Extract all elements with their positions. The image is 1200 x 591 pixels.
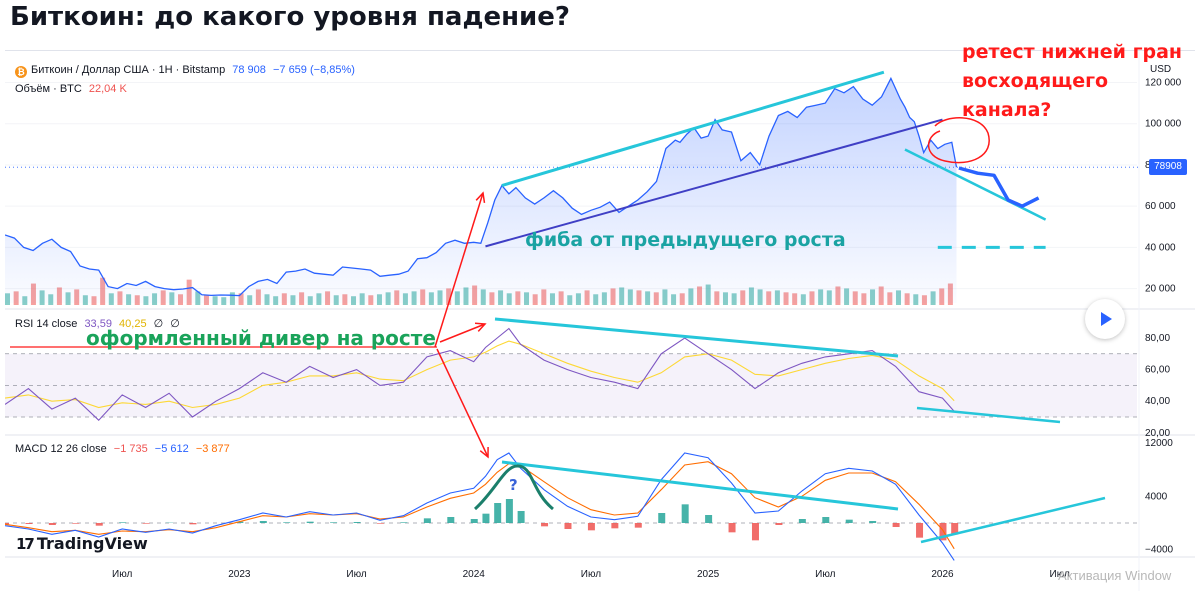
- bitcoin-logo-icon: ₿: [15, 66, 27, 78]
- macd-tick-label: 12000: [1145, 438, 1173, 449]
- macd-hist-bar: [494, 503, 501, 523]
- macd-hist-bar: [729, 523, 736, 532]
- activation-watermark: Активация Window: [1058, 568, 1171, 583]
- rsi-tick-label: 40,00: [1145, 396, 1170, 407]
- question-annotation: ?: [509, 476, 518, 494]
- tradingview-brand: TradingView: [37, 534, 148, 553]
- last-price-tag: 78908: [1149, 159, 1187, 175]
- macd-hist-bar: [564, 523, 571, 529]
- divergence-annotation: оформленный дивер на росте: [86, 326, 436, 350]
- macd-line-value: −5 612: [155, 443, 189, 455]
- arrow-to-rsi: [440, 324, 485, 342]
- macd-hist-bar: [96, 523, 103, 526]
- macd-legend: MACD 12 26 close −1 735 −5 612 −3 877: [15, 443, 230, 455]
- price-tick-label: 60 000: [1145, 201, 1176, 212]
- macd-tick-label: −4000: [1145, 545, 1174, 556]
- macd-hist-value: −1 735: [114, 443, 148, 455]
- retest-line-2: восходящего: [962, 67, 1182, 96]
- macd-trend-line: [921, 498, 1105, 542]
- macd-hist-bar: [799, 519, 806, 523]
- rsi-label[interactable]: RSI 14 close: [15, 318, 77, 330]
- time-tick-label: 2024: [463, 569, 486, 580]
- macd-hist-bar: [424, 518, 431, 523]
- macd-label[interactable]: MACD 12 26 close: [15, 443, 107, 455]
- time-tick-label: Июл: [815, 569, 835, 580]
- macd-hist-bar: [541, 523, 548, 526]
- macd-hist-bar: [447, 517, 454, 523]
- price-area: [5, 78, 957, 303]
- macd-hist-bar: [354, 522, 361, 523]
- time-tick-label: 2025: [697, 569, 720, 580]
- macd-hist-bar: [189, 523, 196, 524]
- macd-hist-bar: [846, 520, 853, 523]
- macd-hist-bar: [775, 523, 782, 525]
- macd-hist-bar: [893, 523, 900, 527]
- time-tick-label: 2023: [228, 569, 251, 580]
- macd-hist-bar: [72, 523, 79, 524]
- page-title: Биткоин: до какого уровня падение?: [10, 2, 570, 32]
- play-button[interactable]: [1085, 299, 1125, 339]
- price-tick-label: 40 000: [1145, 242, 1176, 253]
- macd-hist-bar: [658, 513, 665, 523]
- fib-annotation: фиба от предыдущего роста: [525, 229, 846, 251]
- main-legend: ₿ Биткоин / Доллар США · 1H · Bitstamp 78…: [15, 64, 355, 78]
- macd-hist-bar: [752, 523, 759, 540]
- retest-line-3: канала?: [962, 96, 1182, 125]
- tradingview-mark-icon: 17: [16, 535, 33, 553]
- price-change-value: −7 659 (−8,85%): [273, 64, 355, 76]
- price-tick-label: 20 000: [1145, 284, 1176, 295]
- macd-hist-bar: [400, 522, 407, 523]
- time-tick-label: 2026: [931, 569, 954, 580]
- retest-line-1: ретест нижней гран: [962, 38, 1182, 67]
- macd-hist-bar: [506, 499, 513, 523]
- rsi-tick-label: 60,00: [1145, 365, 1170, 376]
- volume-legend: Объём · BTC 22,04 K: [15, 83, 127, 95]
- macd-hist-bar: [916, 523, 923, 538]
- macd-hist-bar: [482, 514, 489, 523]
- macd-hist-bar: [377, 523, 384, 524]
- macd-hist-bar: [307, 522, 314, 523]
- macd-hist-bar: [822, 517, 829, 523]
- time-tick-label: Июл: [112, 569, 132, 580]
- macd-hist-bar: [25, 523, 32, 524]
- macd-hist-bar: [869, 521, 876, 523]
- macd-hist-bar: [49, 523, 56, 525]
- macd-hist-bar: [330, 522, 337, 523]
- macd-hist-bar: [635, 523, 642, 528]
- macd-hist-bar: [119, 522, 126, 523]
- macd-hist-bar: [518, 511, 525, 523]
- macd-hist-bar: [143, 523, 150, 524]
- volume-label[interactable]: Объём · BTC: [15, 83, 82, 95]
- macd-hist-bar: [611, 523, 618, 528]
- macd-hist-bar: [705, 515, 712, 523]
- last-price-value: 78 908: [232, 64, 266, 76]
- projected-path: [959, 168, 1039, 206]
- macd-signal-value: −3 877: [196, 443, 230, 455]
- macd-tick-label: 4000: [1145, 491, 1168, 502]
- macd-hist-bar: [588, 523, 595, 530]
- retest-annotation: ретест нижней гран восходящего канала?: [962, 38, 1182, 125]
- rsi-divergence-line: [495, 319, 898, 356]
- time-tick-label: Июл: [346, 569, 366, 580]
- time-tick-label: Июл: [581, 569, 601, 580]
- macd-hist-bar: [682, 504, 689, 523]
- macd-hist-bar: [260, 521, 267, 523]
- play-icon: [1101, 312, 1112, 326]
- symbol-label[interactable]: Биткоин / Доллар США · 1H · Bitstamp: [31, 64, 225, 76]
- volume-value: 22,04 K: [89, 83, 127, 95]
- rsi-tick-label: 80,00: [1145, 333, 1170, 344]
- macd-hist-bar: [471, 519, 478, 523]
- macd-hist-bar: [283, 522, 290, 523]
